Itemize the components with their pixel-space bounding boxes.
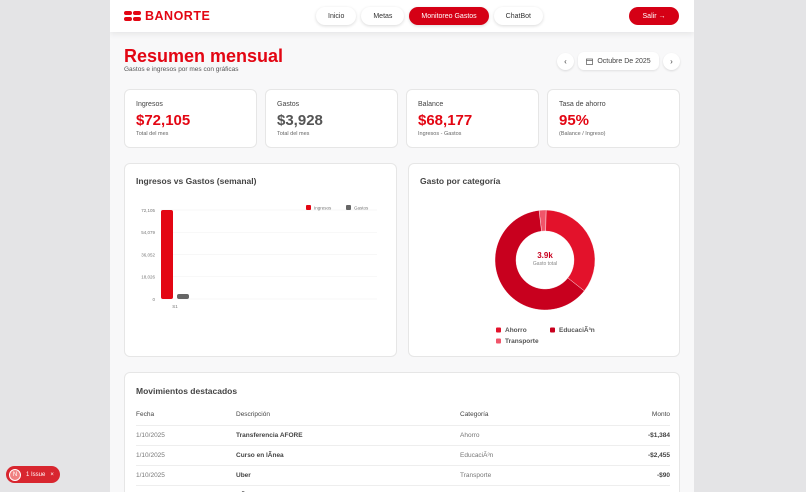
close-icon[interactable]: × bbox=[50, 471, 54, 478]
donut-chart: Ahorro EducaciÃ³n Transporte bbox=[494, 209, 596, 345]
page-subtitle: Gastos e ingresos por mes con gráficas bbox=[124, 66, 239, 73]
chevron-right-icon: › bbox=[670, 57, 673, 66]
legend-label: Ingresos bbox=[314, 206, 332, 211]
col-fecha: Fecha bbox=[136, 411, 155, 419]
bar-chart-card: Ingresos vs Gastos (semanal) 0 18,026 36,0… bbox=[124, 163, 397, 357]
issue-label: 1 Issue bbox=[26, 471, 46, 478]
kpi-value: $72,105 bbox=[136, 112, 191, 129]
bar-chart: 0 18,026 36,052 54,079 72,105 S1 Ingresos Gasto… bbox=[141, 205, 377, 309]
y-tick-label: 36,052 bbox=[141, 252, 155, 257]
y-tick-label: 54,079 bbox=[141, 230, 155, 235]
legend-swatch bbox=[306, 205, 311, 210]
bar-ingresos bbox=[161, 210, 173, 299]
table-row: 1/10/2025NÃ³mina mensualIngreso+$72,105 bbox=[136, 484, 670, 492]
col-categoria: Categoría bbox=[460, 411, 489, 419]
cell-category: Ahorro bbox=[460, 424, 576, 445]
cell-date: 1/10/2025 bbox=[136, 464, 236, 485]
col-monto: Monto bbox=[651, 411, 670, 419]
donut-chart-card: Gasto por categoría Ahorro EducaciÃ³n Tran… bbox=[408, 163, 680, 357]
donut-chart-title: Gasto por categoría bbox=[420, 176, 501, 186]
y-tick-label: 18,026 bbox=[141, 275, 155, 280]
cell-date: 1/10/2025 bbox=[136, 424, 236, 445]
month-selector[interactable]: Octubre De 2025 bbox=[578, 52, 659, 70]
cell-amount: -$90 bbox=[575, 464, 670, 485]
cell-amount: -$1,384 bbox=[575, 424, 670, 445]
table-row: 1/10/2025 Curso en lÃnea EducaciÃ³n -$2,455 bbox=[136, 444, 670, 465]
legend-swatch bbox=[346, 205, 351, 210]
cell-description: NÃ³mina mensual bbox=[236, 484, 460, 492]
legend-swatch bbox=[496, 338, 501, 344]
kpi-note: Ingresos - Gastos bbox=[418, 131, 462, 137]
cell-description: Curso en lÃnea bbox=[236, 444, 460, 465]
y-tick-label: 0 bbox=[152, 297, 155, 302]
donut-center-value: 3.9k bbox=[537, 251, 553, 260]
nav-monitoreo-gastos[interactable]: Monitoreo Gastos bbox=[409, 7, 489, 25]
x-tick-label: S1 bbox=[172, 304, 178, 309]
nav-inicio[interactable]: Inicio bbox=[316, 7, 357, 25]
issue-badge[interactable]: N 1 Issue × bbox=[6, 466, 60, 483]
next-month-button[interactable]: › bbox=[663, 53, 680, 70]
nav-metas[interactable]: Metas bbox=[361, 7, 405, 25]
kpi-label: Balance bbox=[418, 101, 444, 108]
bar-gastos bbox=[177, 294, 189, 299]
logout-button[interactable]: Salir → bbox=[629, 7, 679, 25]
nav-chatbot[interactable]: ChatBot bbox=[493, 7, 543, 25]
cell-category: Ingreso bbox=[460, 484, 576, 492]
movements-table: Fecha Descripción Categoría Monto 1/10/2… bbox=[136, 405, 670, 492]
month-label: Octubre De 2025 bbox=[597, 57, 651, 65]
kpi-gastos: Gastos $3,928 Total del mes bbox=[265, 89, 398, 148]
cell-amount: -$2,455 bbox=[575, 444, 670, 465]
kpi-ingresos: Ingresos $72,105 Total del mes bbox=[124, 89, 257, 148]
cell-description: Uber bbox=[236, 464, 460, 485]
kpi-value: $68,177 bbox=[418, 112, 473, 129]
chevron-left-icon: ‹ bbox=[564, 57, 567, 66]
banorte-logo[interactable]: BANORTE bbox=[124, 9, 210, 23]
movements-card: Movimientos destacados Fecha Descripción… bbox=[124, 372, 680, 492]
prev-month-button[interactable]: ‹ bbox=[557, 53, 574, 70]
legend-swatch bbox=[496, 327, 501, 333]
kpi-label: Tasa de ahorro bbox=[559, 101, 606, 108]
kpi-note: Total del mes bbox=[277, 131, 310, 137]
table-row: 1/10/2025 Transferencia AFORE Ahorro -$1,38… bbox=[136, 424, 670, 445]
legend-label: EducaciÃ³n bbox=[559, 325, 595, 334]
next-logo-icon: N bbox=[9, 468, 21, 481]
page-title: Resumen mensual bbox=[124, 46, 284, 66]
cell-description: Transferencia AFORE bbox=[236, 424, 460, 445]
donut-center-label: Gasto total bbox=[532, 261, 558, 267]
kpi-value: $3,928 bbox=[277, 112, 323, 129]
kpi-label: Gastos bbox=[277, 101, 300, 108]
banorte-logo-icon bbox=[124, 11, 141, 21]
kpi-note: Total del mes bbox=[136, 131, 169, 137]
legend-label: Ahorro bbox=[505, 327, 527, 334]
movements-title: Movimientos destacados bbox=[136, 386, 238, 396]
legend-label: Transporte bbox=[505, 338, 539, 345]
bar-chart-title: Ingresos vs Gastos (semanal) bbox=[136, 176, 257, 186]
nav-tabs: Inicio Metas Monitoreo Gastos ChatBot bbox=[316, 7, 543, 25]
kpi-label: Ingresos bbox=[136, 101, 163, 108]
cell-date: 1/10/2025 bbox=[136, 484, 236, 492]
calendar-icon bbox=[586, 58, 594, 65]
cell-category: Transporte bbox=[460, 464, 576, 485]
brand-name: BANORTE bbox=[145, 9, 211, 23]
kpi-note: (Balance / Ingreso) bbox=[559, 131, 606, 137]
top-nav: BANORTE Inicio Metas Monitoreo Gastos Ch… bbox=[110, 0, 694, 32]
table-row: 1/10/2025 Uber Transporte -$90 bbox=[136, 464, 670, 485]
kpi-value: 95% bbox=[559, 112, 590, 129]
page: BANORTE Inicio Metas Monitoreo Gastos Ch… bbox=[110, 0, 694, 492]
cell-category: EducaciÃ³n bbox=[460, 444, 576, 465]
y-tick-label: 72,105 bbox=[141, 208, 155, 213]
kpi-balance: Balance $68,177 Ingresos - Gastos bbox=[406, 89, 539, 148]
cell-amount: +$72,105 bbox=[575, 484, 670, 492]
legend-label: Gastos bbox=[354, 206, 369, 211]
col-descripcion: Descripción bbox=[236, 411, 270, 419]
legend-swatch bbox=[550, 327, 555, 333]
kpi-tasa-ahorro: Tasa de ahorro 95% (Balance / Ingreso) bbox=[547, 89, 680, 148]
cell-date: 1/10/2025 bbox=[136, 444, 236, 465]
